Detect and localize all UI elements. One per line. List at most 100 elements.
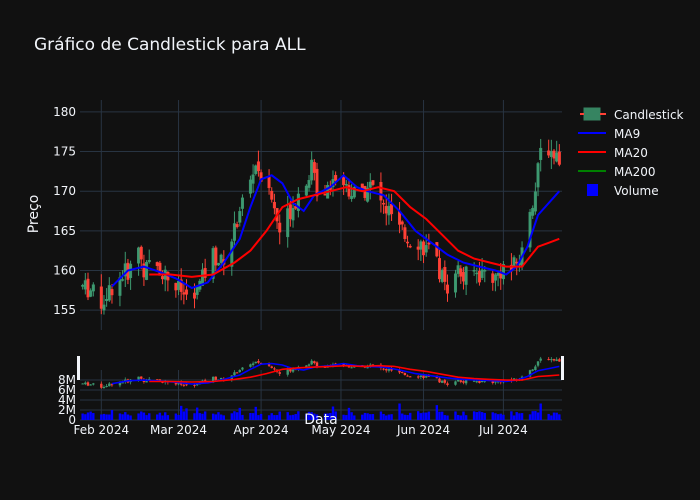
volume-bar [481, 412, 483, 420]
candle [401, 220, 404, 230]
candle [100, 274, 103, 314]
volume-bar [292, 415, 294, 420]
mini-candle [108, 382, 110, 387]
x-tick-label: Apr 2024 [234, 423, 289, 437]
x-tick-label: Jul 2024 [478, 423, 528, 437]
mini-candle [550, 357, 552, 362]
volume-bar [92, 413, 94, 420]
volume-bar [460, 415, 462, 420]
volume-bar [204, 411, 206, 420]
volume-bar [297, 411, 299, 420]
candle [238, 207, 241, 227]
mini-candle [555, 357, 557, 361]
volume-bar [366, 413, 368, 420]
x-tick-label: Feb 2024 [73, 423, 129, 437]
volume-bar [388, 415, 390, 420]
mini-candle [231, 375, 233, 382]
candle [103, 295, 106, 315]
candle [465, 266, 468, 295]
volume-bar [348, 408, 350, 420]
candle [558, 144, 561, 166]
mini-candle [404, 372, 406, 375]
volume-bar [124, 412, 126, 420]
mini-candle [558, 358, 560, 362]
legend-item-ma200[interactable]: MA200 [578, 165, 655, 179]
legend-swatch-volume [587, 184, 598, 196]
legend-swatch-candlestick [584, 108, 600, 120]
candle [129, 261, 132, 290]
volume-bar [183, 411, 185, 420]
candle [372, 180, 375, 186]
y-tick-label: 155 [53, 303, 76, 317]
mini-candle [441, 380, 443, 383]
candle [137, 247, 140, 276]
candle [143, 255, 146, 286]
volume-bar [100, 414, 102, 420]
candle [539, 139, 542, 171]
legend-item-ma9[interactable]: MA9 [578, 127, 640, 141]
volume-bar [273, 415, 275, 420]
legend-item-ma20[interactable]: MA20 [578, 146, 648, 160]
range-handle-left[interactable] [77, 356, 80, 380]
legend[interactable]: Candlestick MA9 MA20 MA200 Volume [578, 108, 684, 198]
mini-range-layer [81, 357, 560, 389]
volume-bar [279, 412, 281, 420]
candle [196, 285, 199, 299]
candle [441, 268, 444, 283]
volume-bar [380, 411, 382, 420]
volume-bar [239, 408, 241, 420]
legend-item-volume[interactable]: Volume [587, 184, 659, 198]
mini-candle [279, 371, 281, 376]
volume-bar [119, 413, 121, 420]
volume-bar [446, 415, 448, 420]
candle [446, 275, 449, 302]
mini-candle [462, 380, 464, 384]
volume-bar [249, 413, 251, 420]
mini-candle [532, 369, 534, 371]
range-handle-right[interactable] [561, 356, 564, 380]
volume-bar [425, 413, 427, 420]
volume-bar [196, 408, 198, 420]
candle [92, 282, 95, 296]
candle [241, 194, 244, 216]
candle [364, 186, 367, 201]
legend-label-candlestick: Candlestick [614, 108, 684, 122]
legend-item-candlestick[interactable]: Candlestick [580, 108, 684, 122]
volume-bar [398, 404, 400, 421]
volume-bar [84, 414, 86, 420]
volume-bar [148, 413, 150, 420]
volume-bar [87, 412, 89, 420]
volume-bar [129, 415, 131, 420]
volume-bar [108, 414, 110, 420]
candle [217, 263, 220, 266]
mini-candle [465, 380, 467, 385]
volume-bar [537, 412, 539, 420]
mini-candle [547, 357, 549, 360]
candle [491, 270, 494, 291]
volume-bar [361, 415, 363, 420]
volume-bar [497, 414, 499, 420]
y-tick-label: 160 [53, 264, 76, 278]
candle [436, 242, 439, 257]
volume-bar [156, 414, 158, 420]
candle [497, 271, 500, 286]
volume-bar [257, 415, 259, 420]
mini-candle [92, 383, 94, 386]
candle [444, 260, 447, 290]
mini-candle [87, 381, 89, 386]
mini-candle [553, 359, 555, 362]
candle [398, 202, 401, 233]
candle [499, 263, 502, 290]
volume-bar [465, 415, 467, 420]
volume-bar [438, 412, 440, 420]
candle [257, 151, 260, 177]
ma9-line [112, 175, 559, 288]
candle [148, 250, 151, 264]
volume-bar [369, 414, 371, 420]
volume-bar [372, 414, 374, 420]
volume-bar [476, 412, 478, 420]
volume-bar [484, 413, 486, 420]
candle [254, 165, 257, 176]
candle [534, 182, 537, 214]
candle [420, 240, 423, 261]
